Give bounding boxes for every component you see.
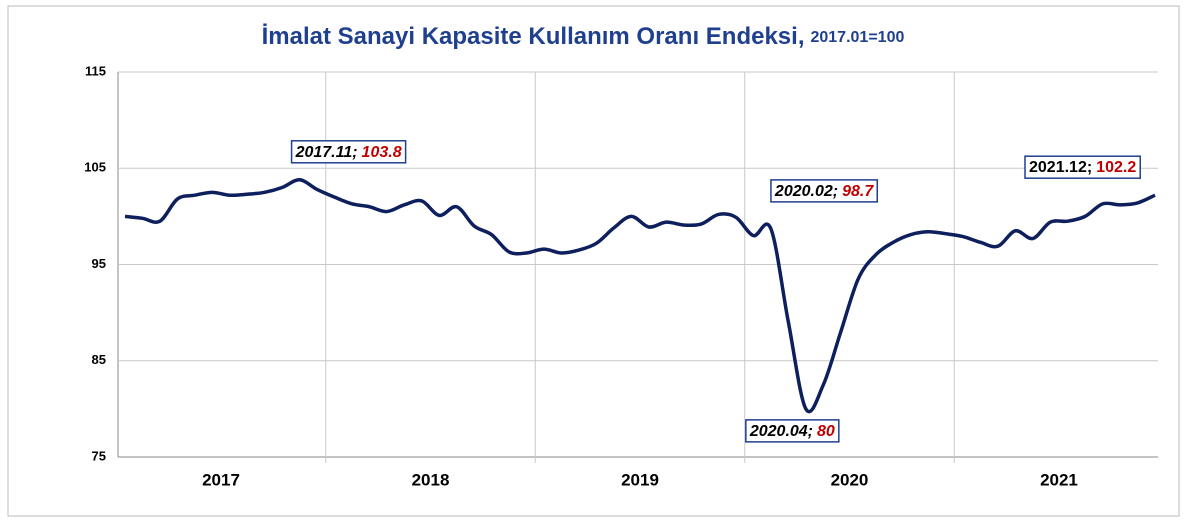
annotation-date: 2020.02; [774,183,838,200]
annotation-value: 98.7 [842,183,874,200]
x-tick-label: 2019 [621,470,659,489]
frame [7,5,1180,517]
annotation-date: 2020.04; [749,423,813,440]
y-tick-label: 85 [92,352,106,367]
x-tick-label: 2018 [412,470,450,489]
x-tick-label: 2020 [831,470,869,489]
chart-subtitle: 2017.01=100 [810,29,904,46]
annotation: 2020.04; 80 [745,419,840,443]
annotation-box [770,179,878,203]
y-tick-label: 105 [84,160,106,175]
series-line [124,178,1156,414]
y-tick-label: 115 [85,63,106,78]
annotation: 2020.02; 98.7 [770,179,878,203]
annotation-date: 2021.12; [1029,159,1092,176]
annotation-date: 2017.11; [295,144,358,161]
annotation: 2017.11; 103.8 [290,140,407,164]
annotation-value: 102.2 [1096,159,1136,176]
annotation-text: 2017.11; 103.8 [295,144,402,161]
annotation-value: 80 [817,423,835,440]
chart-title-group: İmalat Sanayi Kapasite Kullanım Oranı En… [262,23,905,50]
annotation-box [745,419,840,443]
annotation-box [290,140,407,164]
annotation-value: 103.8 [362,144,402,161]
chart-title: İmalat Sanayi Kapasite Kullanım Oranı En… [262,23,805,50]
annotation: 2021.12; 102.2 [1024,155,1141,179]
annotation-text: 2021.12; 102.2 [1029,159,1136,176]
y-tick-label: 95 [92,256,106,271]
y-tick-label: 75 [92,448,106,463]
x-tick-label: 2021 [1040,470,1078,489]
annotation-text: 2020.04; 80 [749,423,835,440]
x-tick-label: 2017 [202,470,240,489]
annotation-box [1024,155,1141,179]
annotation-text: 2020.02; 98.7 [774,183,874,200]
